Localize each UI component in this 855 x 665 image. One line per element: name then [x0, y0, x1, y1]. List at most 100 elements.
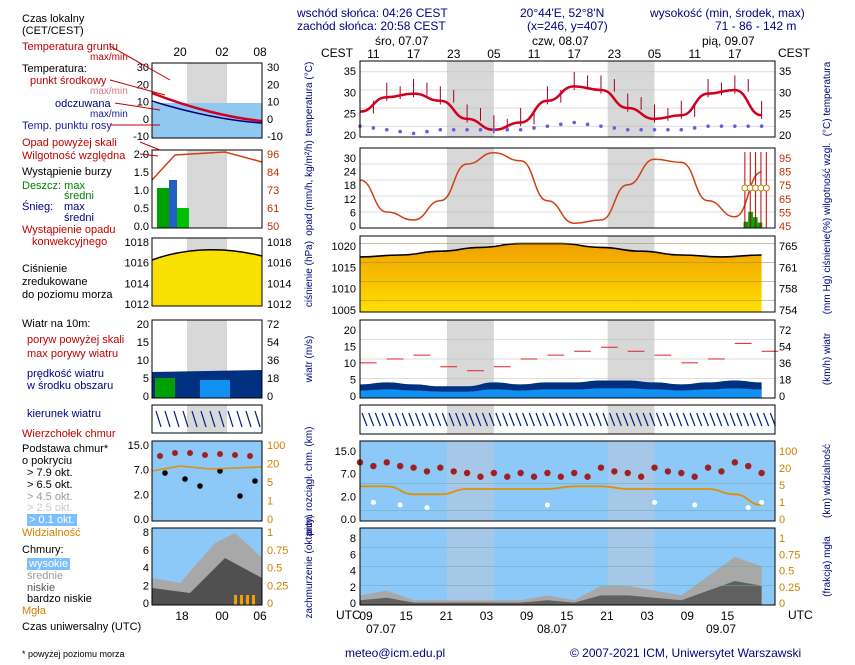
tick-label: 8	[350, 533, 356, 545]
cloud-top-dot	[651, 464, 658, 471]
bottom-utc-label-left: UTC	[336, 608, 361, 622]
left-tick-label: 2.0	[134, 149, 149, 161]
left-tick-label: 1016	[125, 258, 149, 270]
panel-border	[359, 527, 776, 606]
tick-label: 85	[779, 167, 791, 179]
high-clouds-label-text: wysokie	[27, 558, 71, 570]
left-wind-arrow	[164, 410, 171, 428]
cloud-top-dot	[624, 469, 631, 477]
left-cloud-top-dot	[157, 453, 163, 459]
tick-label: 65	[779, 194, 791, 206]
dew-point-dot	[492, 127, 496, 132]
left-top-hour: 02	[215, 45, 229, 59]
dew-point-dot	[706, 124, 710, 128]
cloud-panel-fill	[360, 441, 775, 521]
left-tick-label: 5	[143, 373, 149, 385]
okt-01-label: > 0.1 okt.	[27, 514, 77, 526]
left-tick-label: 61	[267, 203, 279, 215]
night-band	[607, 441, 655, 521]
tick-label: 35	[779, 66, 791, 78]
cloud-base-label: Podstawa chmur*	[22, 443, 109, 455]
cloud-top-dot	[423, 468, 431, 475]
dew-point-dot	[612, 126, 617, 130]
wind-arrow	[722, 412, 730, 427]
cloud-top-dot	[410, 464, 417, 471]
top-hour-label: 11	[528, 47, 541, 61]
axis-title: ciśnienie (hPa)	[304, 241, 315, 307]
tick-label: 7.0	[341, 469, 356, 481]
left-tick-label: 1018	[267, 237, 291, 249]
top-hour-label: 11	[688, 47, 701, 61]
left-cloud-base-dot	[162, 470, 168, 476]
left-top-hour: 08	[253, 45, 267, 59]
dew-point-dot	[478, 127, 483, 132]
night-band	[447, 441, 494, 521]
left-tick-label: 6	[143, 545, 149, 557]
dew-point-dot	[545, 124, 550, 128]
cloud-top-dot	[664, 468, 672, 475]
left-hum-line	[151, 151, 263, 181]
left-panel-border	[151, 149, 263, 229]
contact-email[interactable]: meteo@icm.edu.pl	[345, 646, 446, 660]
tick-label: 72	[779, 325, 791, 337]
bottom-hour-label: 03	[480, 609, 494, 623]
wind-speed-label-2: w środku obszaru	[27, 380, 114, 392]
tick-label: 45	[779, 221, 791, 233]
dew-point-dot	[666, 127, 670, 132]
wind-arrow	[542, 412, 549, 427]
tick-label: 20	[779, 463, 791, 475]
panel-border	[359, 404, 776, 435]
tick-label: 0.25	[779, 582, 800, 594]
left-cloud-top-dot	[247, 453, 253, 459]
cloud-top-dot	[691, 473, 698, 480]
left-tick-label: -10	[133, 131, 149, 143]
dew-point-dot	[585, 122, 590, 127]
cloud-top-dot	[544, 469, 551, 477]
left-tick-label: 0	[143, 114, 149, 126]
dew-point-dot	[384, 127, 389, 132]
left-vis-line	[151, 465, 263, 472]
axis-title: zachmurzenie (oktanty)	[304, 515, 315, 619]
wind-direction-label: kierunek wiatru	[27, 408, 101, 420]
tick-label: 765	[779, 241, 797, 253]
left-tick-label: 1016	[267, 258, 291, 270]
wind-arrow	[394, 412, 402, 427]
tick-label: 30	[779, 87, 791, 99]
cloud-top-dot	[383, 459, 390, 466]
rain-bar	[757, 222, 763, 228]
footnote: * powyżej poziomu morza	[22, 649, 125, 659]
left-tick-label: 84	[267, 167, 279, 179]
tick-label: 1	[779, 533, 785, 545]
temp-mid-line	[359, 85, 762, 132]
dew-point-dot	[719, 124, 724, 128]
tick-label: 754	[779, 305, 797, 317]
left-wind-arrow	[173, 410, 180, 428]
cloud-top-dot	[637, 473, 645, 480]
cloud-top-dot	[597, 464, 605, 471]
okt-65-label: > 6.5 okt.	[27, 479, 73, 491]
cloud-top-dot	[396, 462, 404, 470]
wind-arrow	[455, 412, 462, 427]
left-top-hour: 20	[173, 45, 187, 59]
wind-arrow	[609, 412, 616, 427]
bottom-hour-label: 21	[440, 609, 454, 623]
left-tick-label: 15.0	[128, 440, 149, 452]
tick-label: 12	[344, 194, 356, 206]
main-charts-group: 3530252035302520302418126095857565554510…	[304, 47, 833, 623]
tick-label: 0	[350, 221, 356, 233]
tick-label: 0	[779, 514, 785, 526]
cloud-top-dot	[477, 473, 484, 480]
okt-25-label: > 2.5 okt.	[27, 502, 73, 514]
left-tick-label: 1012	[125, 299, 149, 311]
tick-label: 0.0	[341, 514, 356, 526]
left-tick-label: 100	[267, 440, 285, 452]
left-tick-label: 1.0	[134, 185, 149, 197]
wind-arrow	[388, 412, 395, 427]
cloud-base-dot	[544, 502, 550, 508]
left-tick-label: 0.0	[134, 221, 149, 233]
left-snow-bar	[169, 180, 177, 228]
axis-title: wiatr (m/s)	[304, 336, 315, 384]
left-rain-bar	[157, 188, 169, 228]
dew-point-dot	[625, 127, 630, 132]
tick-label: 2.0	[341, 491, 356, 503]
